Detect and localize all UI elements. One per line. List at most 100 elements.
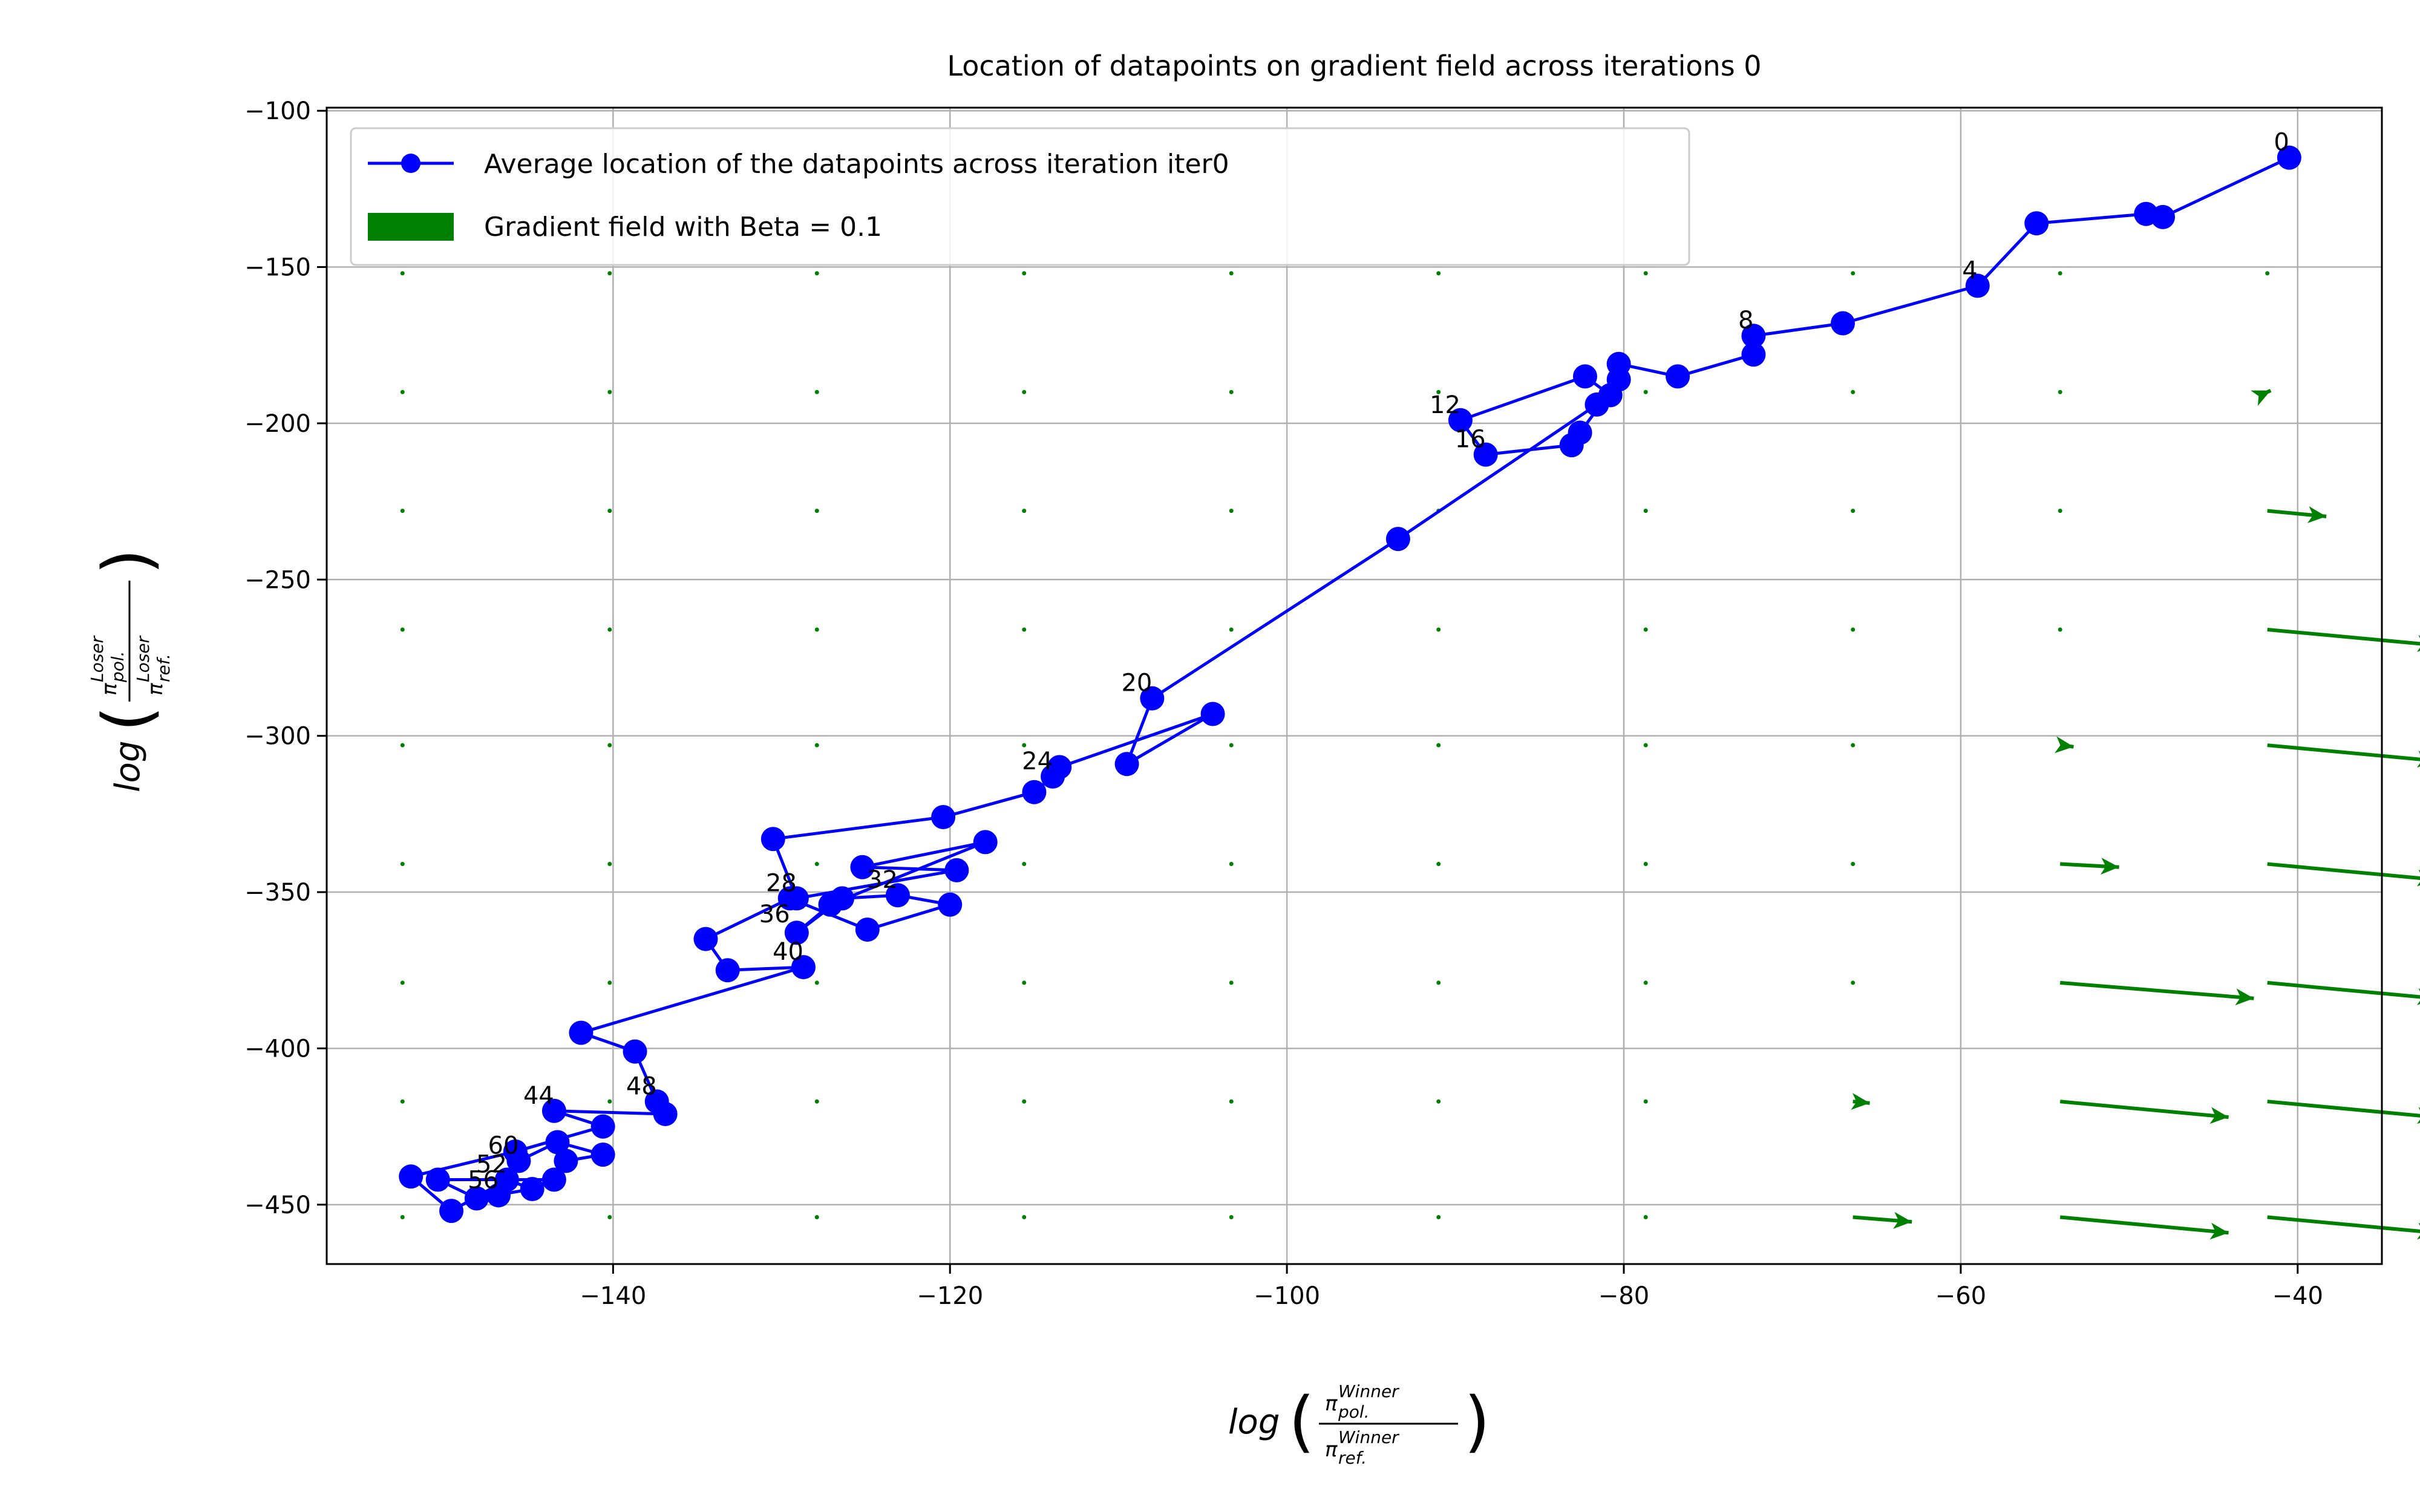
gradient-arrow — [2267, 1100, 2420, 1124]
y-axis-label-numerator-sub: pol. — [108, 651, 128, 683]
data-point — [541, 1167, 566, 1192]
point-label: 4 — [1962, 257, 1977, 285]
gradient-field-dot — [814, 389, 819, 394]
gradient-field-dot — [1436, 1099, 1441, 1104]
gradient-field-dot — [607, 389, 612, 394]
data-point — [855, 917, 880, 942]
data-point — [777, 886, 802, 911]
gradient-arrow — [2267, 980, 2420, 1005]
gradient-field-dot — [400, 271, 405, 276]
gradient-field-dot — [607, 743, 612, 748]
legend: Average location of the datapoints acros… — [350, 127, 1690, 266]
y-axis-label: log ( π Loser pol. π Loser ref. ) — [87, 549, 174, 792]
gradient-field-dot — [400, 743, 405, 748]
data-point — [1385, 527, 1410, 552]
gradient-field-dot — [400, 1214, 405, 1219]
x-tick-label: −140 — [580, 1282, 646, 1310]
gradient-arrow — [2267, 1215, 2420, 1240]
x-axis-label-numerator-sub: pol. — [1338, 1402, 1370, 1422]
data-point — [944, 858, 969, 882]
data-point — [464, 1186, 489, 1211]
gradient-field-dot — [1229, 743, 1234, 748]
x-axis-label-paren-right: ) — [1464, 1383, 1490, 1460]
data-point — [1606, 367, 1631, 392]
gradient-field-dot — [2058, 271, 2062, 276]
point-label: 48 — [626, 1072, 657, 1100]
data-point — [850, 855, 875, 879]
data-point — [1140, 686, 1165, 711]
gradient-field-dot — [1022, 509, 1027, 513]
gradient-field-dot — [607, 271, 612, 276]
gradient-field-dot — [607, 862, 612, 867]
gradient-field-dot — [1643, 509, 1648, 513]
gradient-field-dot — [1643, 743, 1648, 748]
plot-frame — [325, 106, 2383, 1265]
data-point — [590, 1142, 615, 1167]
gradient-field-dot — [1643, 627, 1648, 632]
y-tick-label: −250 — [244, 566, 311, 594]
gradient-field-dot — [2265, 271, 2270, 276]
gradient-arrow-head — [2251, 390, 2271, 406]
point-label: 52 — [476, 1150, 507, 1178]
data-point — [545, 1130, 570, 1155]
gradient-arrow — [2267, 862, 2420, 887]
chart-title: Location of datapoints on gradient field… — [947, 50, 1761, 82]
gradient-field-dot — [814, 862, 819, 867]
gradient-field-dot — [814, 271, 819, 276]
gradient-field-dot — [1851, 389, 1856, 394]
gradient-field-dot — [400, 627, 405, 632]
gradient-field-dot — [1436, 743, 1441, 748]
gradient-arrow-head — [2416, 1107, 2420, 1124]
data-point — [1572, 364, 1597, 389]
gradient-field-dot — [814, 1099, 819, 1104]
gradient-field-dot — [1436, 980, 1441, 985]
point-label: 40 — [773, 938, 803, 966]
data-point — [554, 1149, 578, 1173]
gradient-field-dot — [1229, 271, 1234, 276]
gradient-field — [400, 271, 2420, 1240]
y-tick-label: −300 — [244, 723, 311, 751]
data-point — [590, 1114, 615, 1139]
y-axis-label-numerator-sup: Loser — [87, 635, 107, 682]
x-axis-label-numerator: π — [1325, 1392, 1338, 1416]
legend-marker-swatch — [401, 154, 420, 173]
data-point — [506, 1149, 531, 1173]
data-point — [1741, 324, 1766, 348]
legend-box — [350, 127, 1690, 266]
data-point — [1114, 752, 1139, 777]
data-point — [1200, 702, 1225, 726]
gradient-arrow-shaft — [2267, 1215, 2420, 1233]
gradient-arrow-head — [2055, 736, 2074, 754]
point-label: 56 — [468, 1166, 499, 1194]
gradient-field-dot — [1022, 1099, 1027, 1104]
gradient-field-dot — [1436, 1214, 1441, 1219]
x-tick-label: −40 — [2272, 1282, 2323, 1310]
gradient-arrow-head — [2416, 635, 2420, 652]
gradient-arrow-head — [2209, 1107, 2229, 1124]
point-label: 60 — [488, 1132, 519, 1159]
grid-lines — [327, 108, 2382, 1264]
gradient-field-dot — [2058, 627, 2062, 632]
gradient-arrow-shaft — [2059, 1100, 2229, 1119]
point-label: 32 — [867, 866, 898, 894]
y-tick-label: −150 — [244, 254, 311, 282]
data-point — [938, 892, 963, 917]
data-point — [2134, 201, 2159, 226]
x-axis-label-denominator: π — [1325, 1438, 1338, 1462]
gradient-arrow-shaft — [2059, 1215, 2229, 1235]
gradient-field-dot — [1229, 862, 1234, 867]
gradient-field-dot — [1229, 627, 1234, 632]
x-tick-label: −80 — [1598, 1282, 1649, 1310]
gradient-arrow — [2267, 743, 2420, 768]
legend-patch-swatch — [368, 213, 454, 241]
y-axis-label-log: log — [108, 741, 148, 792]
gradient-arrow-head — [2235, 988, 2254, 1006]
data-point — [791, 955, 816, 980]
gradient-field-dot — [607, 1214, 612, 1219]
data-point — [693, 927, 718, 951]
gradient-field-dot — [400, 980, 405, 985]
data-point — [1041, 764, 1065, 789]
gradient-field-dot — [814, 980, 819, 985]
y-tick-label: −100 — [244, 97, 311, 125]
gradient-field-dot — [1851, 862, 1856, 867]
